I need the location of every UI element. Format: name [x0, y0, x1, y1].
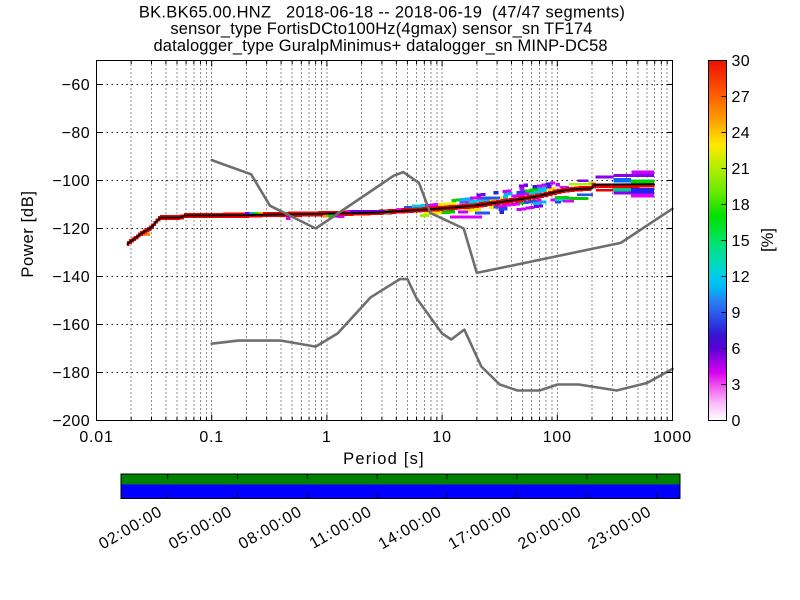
svg-text:−160: −160: [52, 317, 90, 334]
svg-text:10: 10: [432, 429, 451, 446]
svg-text:18: 18: [732, 197, 750, 214]
svg-text:12: 12: [732, 269, 750, 286]
svg-text:15: 15: [732, 233, 750, 250]
svg-text:−120: −120: [52, 221, 90, 238]
svg-text:1000: 1000: [653, 429, 692, 446]
svg-text:−200: −200: [52, 413, 90, 430]
svg-text:30: 30: [732, 53, 750, 70]
svg-text:3: 3: [732, 377, 741, 394]
svg-text:[%]: [%]: [759, 228, 777, 252]
svg-text:27: 27: [732, 89, 750, 106]
svg-text:1: 1: [322, 429, 332, 446]
svg-text:Power [dB]: Power [dB]: [19, 190, 37, 277]
svg-text:datalogger_type GuralpMinimus+: datalogger_type GuralpMinimus+ datalogge…: [153, 37, 607, 55]
svg-text:−60: −60: [62, 77, 90, 94]
svg-text:100: 100: [543, 429, 572, 446]
svg-text:6: 6: [732, 341, 741, 358]
svg-text:0.01: 0.01: [79, 429, 113, 446]
svg-text:−180: −180: [52, 365, 90, 382]
svg-text:−80: −80: [62, 125, 90, 142]
svg-text:−100: −100: [52, 173, 90, 190]
svg-text:0.1: 0.1: [199, 429, 224, 446]
svg-text:BK.BK65.00.HNZ 2018-06-18 --: BK.BK65.00.HNZ 2018-06-18 -- 2018-06-19 …: [139, 4, 625, 22]
svg-text:−140: −140: [52, 269, 90, 286]
svg-text:0: 0: [732, 413, 741, 430]
svg-text:9: 9: [732, 305, 741, 322]
svg-text:Period [s]: Period [s]: [343, 450, 425, 468]
svg-text:24: 24: [732, 125, 750, 142]
svg-text:21: 21: [732, 161, 750, 178]
svg-text:sensor_type FortisDCto100Hz(4g: sensor_type FortisDCto100Hz(4gmax) senso…: [170, 20, 592, 38]
